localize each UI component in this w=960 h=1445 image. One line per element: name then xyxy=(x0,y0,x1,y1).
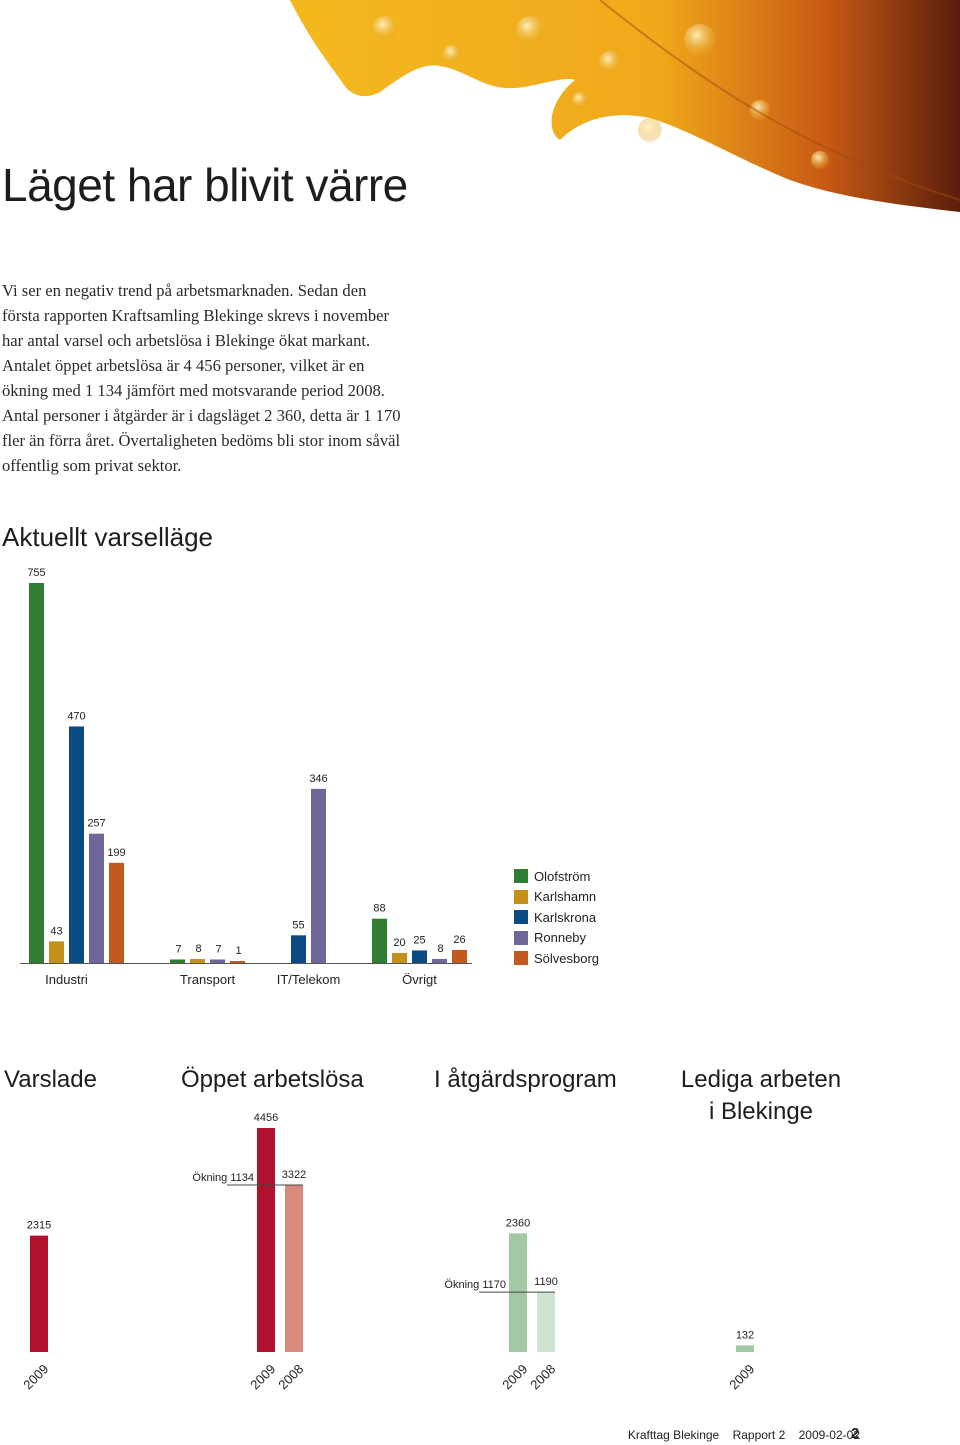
page-title: Läget har blivit värre xyxy=(2,159,408,211)
bar-2009 xyxy=(30,1235,48,1352)
data-label: 20 xyxy=(393,937,405,949)
group-title-line1: Lediga arbeten xyxy=(680,1066,842,1093)
footer-org: Krafttag Blekinge xyxy=(627,1428,720,1442)
data-label: 43 xyxy=(50,925,62,937)
year-label: 2009 xyxy=(247,1361,278,1392)
group-title-lediga-arbeten: Lediga arbeten i Blekinge xyxy=(676,1064,846,1128)
autumn-leaf-illustration xyxy=(290,0,960,212)
data-label: 8 xyxy=(437,943,443,955)
bar-2009 xyxy=(736,1345,754,1352)
summary-bar-chart: 2315 2009 4456 2009 3322 2008 Ökning 1134 2360 2… xyxy=(20,1112,757,1392)
year-label: 2008 xyxy=(275,1361,306,1392)
legend-label: Olofström xyxy=(534,868,591,884)
group-title-oppet-arbetslosa: Öppet arbetslösa xyxy=(181,1066,364,1093)
bar-sölvesborg xyxy=(109,862,124,963)
data-label: 346 xyxy=(309,773,327,785)
bar-ronneby xyxy=(89,833,104,963)
legend-item-ronneby: Ronneby xyxy=(514,928,599,949)
category-label: Transport xyxy=(180,972,236,987)
page-number: 2 xyxy=(851,1425,860,1442)
value-label: 132 xyxy=(736,1329,754,1341)
bar-karlshamn xyxy=(49,941,64,963)
group-title-line2: i Blekinge xyxy=(708,1098,814,1125)
bar-karlskrona xyxy=(412,950,427,963)
legend-label: Ronneby xyxy=(534,930,587,946)
data-label: 199 xyxy=(107,847,125,859)
value-label: 1190 xyxy=(534,1276,558,1288)
legend-item-karlshamn: Karlshamn xyxy=(514,887,599,908)
legend-item-karlskrona: Karlskrona xyxy=(514,907,599,928)
bar-2008 xyxy=(285,1185,303,1352)
intro-paragraph: Vi ser en negativ trend på arbetsmarknad… xyxy=(2,281,401,475)
legend-label: Sölvesborg xyxy=(534,950,600,966)
bar-olofström xyxy=(372,918,387,963)
category-label: Övrigt xyxy=(402,972,437,987)
data-label: 8 xyxy=(195,943,201,955)
bar-olofström xyxy=(170,959,185,963)
data-label: 26 xyxy=(453,934,465,946)
bar-olofström xyxy=(29,583,44,963)
value-label: 2315 xyxy=(27,1220,51,1232)
bar-karlshamn xyxy=(190,958,205,963)
category-label: Industri xyxy=(45,972,88,987)
bar-karlskrona xyxy=(291,935,306,963)
chart-section-title: Aktuellt varselläge xyxy=(2,522,213,552)
legend-item-olofstrom: Olofström xyxy=(514,866,599,887)
bar-sölvesborg xyxy=(230,961,245,963)
group-title-atgardsprogram: I åtgärdsprogram xyxy=(434,1066,617,1093)
bar-2008 xyxy=(537,1292,555,1352)
data-label: 55 xyxy=(292,919,304,931)
bar-ronneby xyxy=(210,959,225,963)
legend-label: Karlskrona xyxy=(534,909,597,925)
footer-date: 2009-02-02 xyxy=(798,1428,860,1442)
data-label: 88 xyxy=(373,903,385,915)
bar-karlshamn xyxy=(392,952,407,963)
bar-ronneby xyxy=(311,788,326,963)
group-title-varslade: Varslade xyxy=(4,1066,97,1093)
legend-swatch xyxy=(514,930,528,945)
data-label: 25 xyxy=(413,934,425,946)
year-label: 2009 xyxy=(726,1361,757,1392)
chart-legend: Olofström Karlshamn Karlskrona Ronneby S… xyxy=(514,866,599,969)
bar-sölvesborg xyxy=(452,949,467,963)
bar-2009 xyxy=(257,1128,275,1352)
increase-label: Ökning 1170 xyxy=(444,1279,506,1291)
legend-swatch xyxy=(514,869,528,884)
legend-swatch xyxy=(514,910,528,925)
year-label: 2008 xyxy=(527,1361,558,1392)
value-label: 3322 xyxy=(282,1169,306,1181)
data-label: 7 xyxy=(215,943,221,955)
data-label: 1 xyxy=(235,945,241,957)
page-footer: Krafttag Blekinge Rapport 2 2009-02-02 xyxy=(618,1428,860,1442)
data-label: 7 xyxy=(175,943,181,955)
legend-label: Karlshamn xyxy=(534,889,597,905)
bar-ronneby xyxy=(432,958,447,963)
category-label: IT/Telekom xyxy=(277,972,341,987)
year-label: 2009 xyxy=(20,1361,51,1392)
varsel-bar-chart: 755 43 470 257 199 Industri 7 8 7 1 Transport 55 346… xyxy=(20,567,472,987)
data-label: 470 xyxy=(67,710,85,722)
data-label: 257 xyxy=(87,818,105,830)
increase-label: Ökning 1134 xyxy=(192,1172,254,1184)
legend-swatch xyxy=(514,951,528,966)
legend-swatch xyxy=(514,889,528,904)
bar-karlskrona xyxy=(69,726,84,963)
legend-item-solvesborg: Sölvesborg xyxy=(514,948,599,969)
data-label: 755 xyxy=(27,567,45,579)
footer-report: Rapport 2 xyxy=(732,1428,786,1442)
year-label: 2009 xyxy=(499,1361,530,1392)
bar-2009 xyxy=(509,1233,527,1352)
value-label: 4456 xyxy=(254,1112,278,1124)
value-label: 2360 xyxy=(506,1217,530,1229)
